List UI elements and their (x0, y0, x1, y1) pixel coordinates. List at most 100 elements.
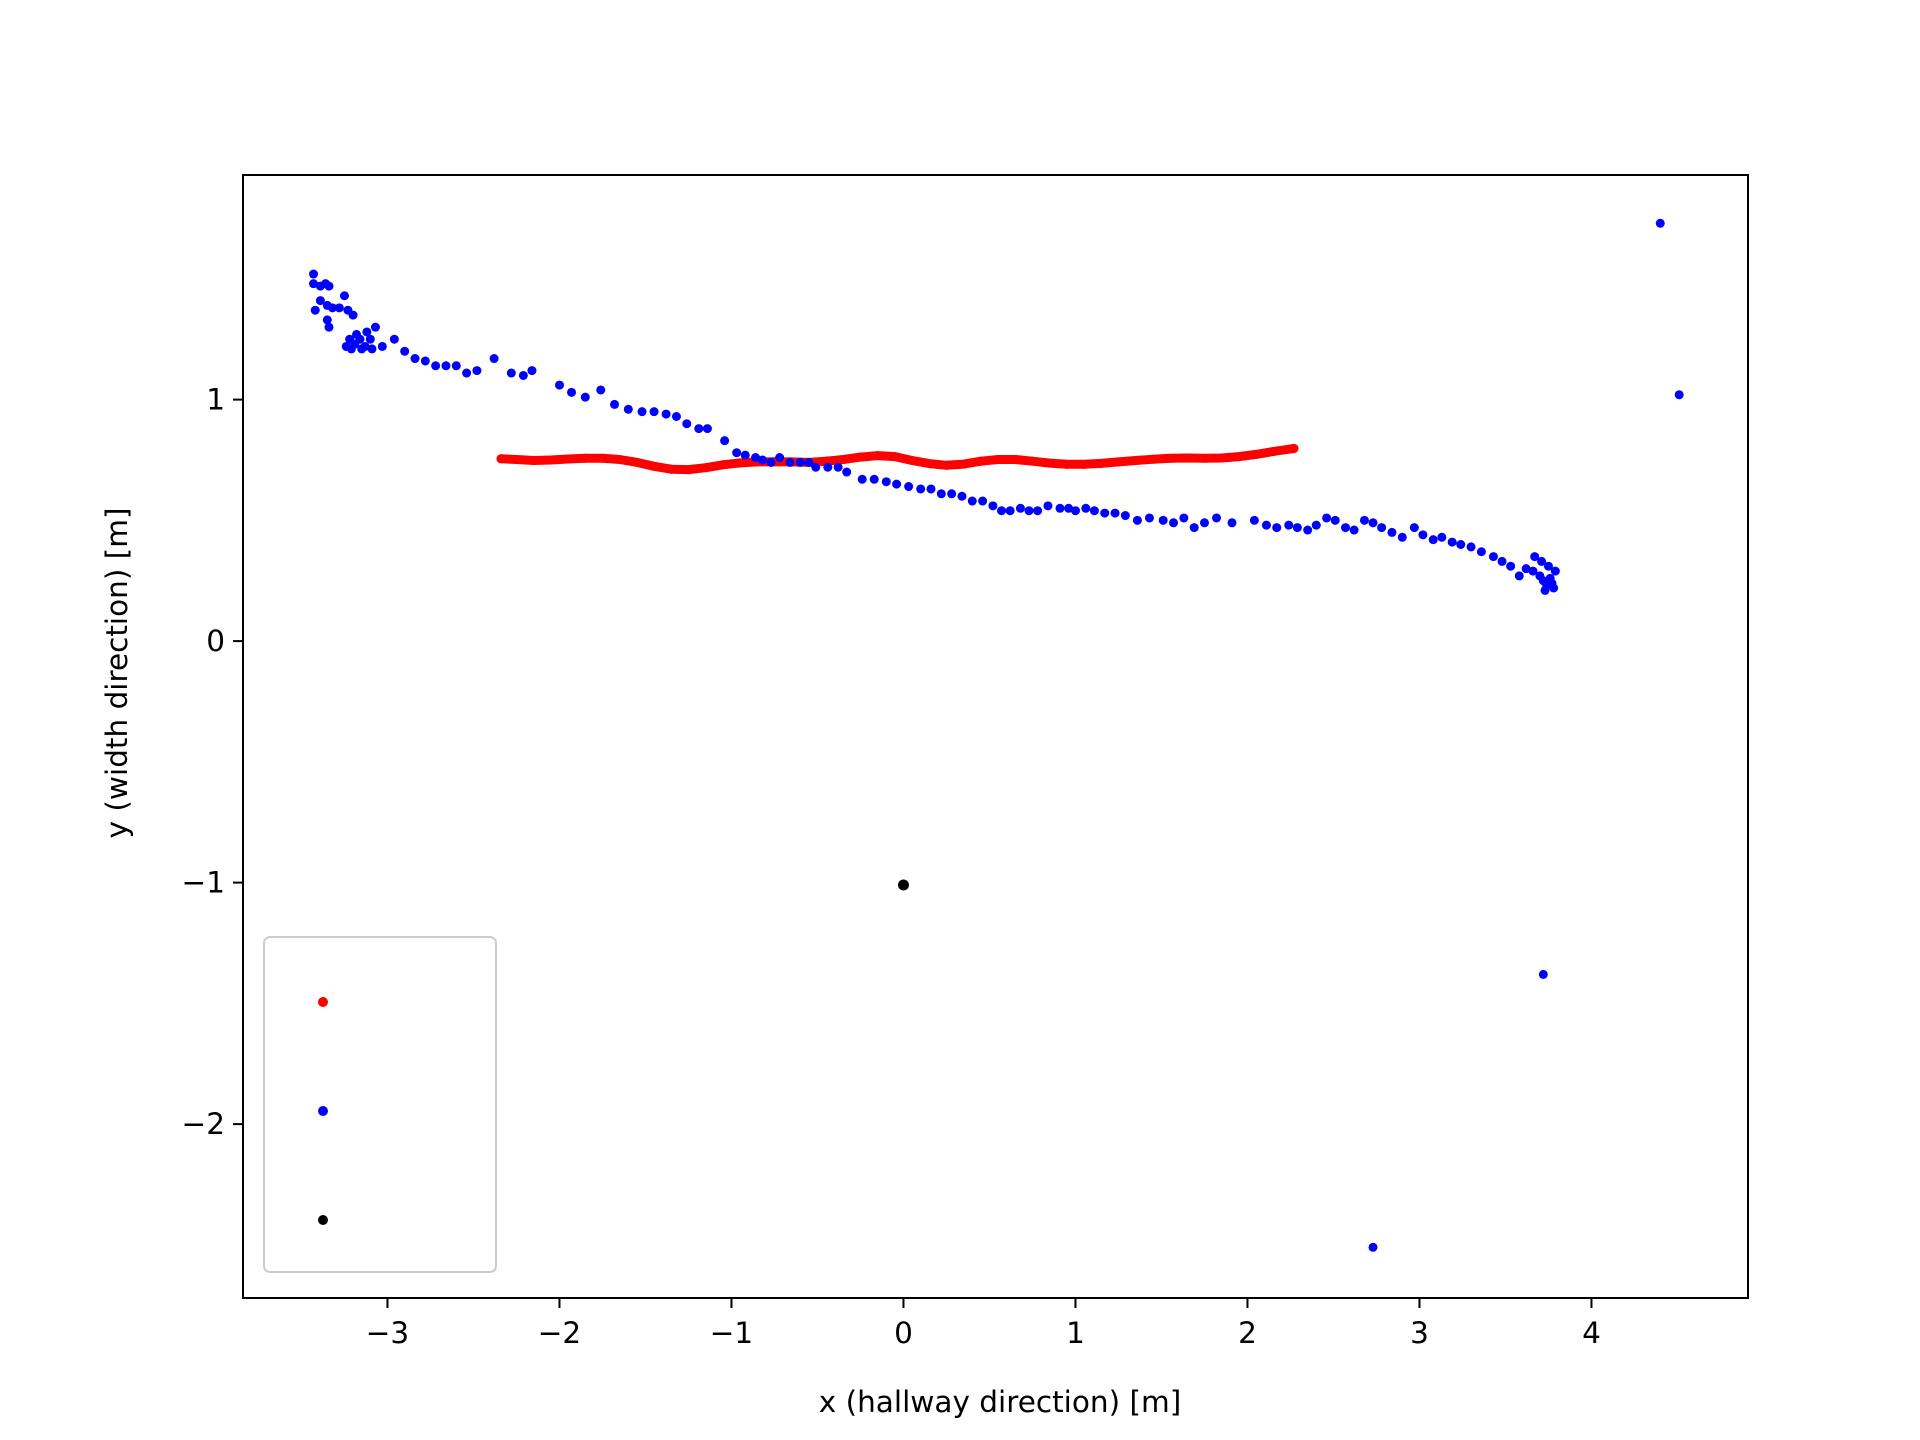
series-0-point-32 (1045, 458, 1055, 468)
series-1-point-60 (775, 453, 785, 463)
series-1-point-34 (451, 361, 461, 371)
series-1-point-20 (355, 334, 365, 344)
series-1-point-108 (1292, 523, 1302, 533)
series-1-point-25 (367, 344, 377, 354)
x-tick-label-0: −3 (366, 1316, 410, 1350)
x-axis-label: x (hallway direction) [m] (819, 1385, 1181, 1419)
series-1-point-54 (720, 436, 730, 446)
series-1-point-71 (892, 479, 902, 489)
x-tick-label-2: −1 (710, 1316, 754, 1350)
series-1-point-132 (1521, 564, 1531, 574)
series-1-point-51 (682, 419, 692, 429)
x-tick-label-7: 4 (1582, 1316, 1601, 1350)
series-1-point-113 (1341, 523, 1351, 533)
series-1-point-57 (751, 453, 761, 463)
series-0-point-9 (649, 461, 659, 471)
series-1-point-103 (1227, 518, 1237, 528)
series-0-point-12 (701, 463, 711, 473)
series-1-point-127 (1476, 547, 1486, 557)
series-1-point-125 (1456, 540, 1466, 550)
series-0-point-42 (1217, 453, 1227, 463)
series-1-point-74 (926, 484, 936, 494)
series-0-point-46 (1289, 443, 1299, 453)
series-1-point-128 (1488, 552, 1498, 562)
series-1-point-142 (1530, 552, 1540, 562)
series-1-point-84 (1024, 506, 1034, 516)
series-0-point-35 (1096, 458, 1106, 468)
series-1-point-35 (462, 368, 472, 378)
series-0-point-27 (959, 459, 969, 469)
series-1-point-73 (916, 484, 926, 494)
series-1-point-31 (420, 356, 430, 366)
legend-marker-2 (318, 1215, 328, 1225)
x-tick-label-1: −2 (538, 1316, 582, 1350)
series-1-point-139 (1550, 566, 1560, 576)
series-0-point-39 (1165, 453, 1175, 463)
series-0-point-37 (1131, 455, 1141, 465)
series-1-point-99 (1179, 513, 1189, 523)
series-1-point-63 (804, 457, 814, 467)
series-1-point-44 (596, 385, 606, 395)
series-0-point-6 (597, 453, 607, 463)
series-1-point-130 (1506, 561, 1516, 571)
series-1-point-87 (1055, 503, 1065, 513)
series-1-point-62 (795, 457, 805, 467)
series-0-point-36 (1113, 457, 1123, 467)
series-1-point-81 (997, 506, 1007, 516)
series-1-point-27 (377, 341, 387, 351)
series-0-point-4 (563, 454, 573, 464)
series-1-point-61 (785, 457, 795, 467)
series-1-point-144 (1547, 578, 1557, 588)
series-0-point-2 (529, 455, 539, 465)
series-1-point-22 (360, 341, 370, 351)
series-1-point-126 (1466, 542, 1476, 552)
series-1-point-38 (506, 368, 516, 378)
y-tick-label-1: −1 (182, 866, 226, 900)
series-1-point-89 (1070, 506, 1080, 516)
series-1-point-8 (327, 303, 337, 313)
series-1-point-42 (567, 387, 577, 397)
x-tick-label-6: 3 (1410, 1316, 1429, 1350)
series-1-point-94 (1120, 511, 1130, 521)
series-1-point-147 (1538, 969, 1548, 979)
series-1-point-100 (1189, 523, 1199, 533)
series-1-point-101 (1199, 518, 1209, 528)
series-0-point-29 (993, 454, 1003, 464)
series-1-point-120 (1409, 523, 1419, 533)
series-1-point-116 (1368, 518, 1378, 528)
series-1-point-52 (694, 424, 704, 434)
series-0-point-33 (1062, 459, 1072, 469)
series-1-point-47 (637, 407, 647, 417)
series-1-point-11 (324, 322, 334, 332)
series-1-point-102 (1212, 513, 1222, 523)
series-0-point-41 (1199, 453, 1209, 463)
series-1-point-0 (309, 269, 319, 279)
y-tick-label-3: 1 (206, 383, 225, 417)
series-1-point-86 (1043, 501, 1053, 511)
series-1-point-82 (1005, 506, 1015, 516)
series-1-point-79 (978, 496, 988, 506)
series-0-point-20 (838, 454, 848, 464)
series-1-point-75 (936, 489, 946, 499)
series-2-point-0 (897, 879, 909, 891)
series-0-point-1 (511, 454, 521, 464)
series-1-point-1 (309, 279, 319, 289)
series-1-point-66 (833, 462, 843, 472)
series-1-point-36 (472, 366, 482, 376)
series-0-point-45 (1268, 447, 1278, 457)
series-1-point-48 (649, 407, 659, 417)
series-1-point-4 (324, 281, 334, 291)
legend-marker-0 (318, 997, 328, 1007)
series-1-point-118 (1387, 527, 1397, 537)
series-1-point-95 (1132, 515, 1142, 525)
series-1-point-45 (610, 399, 620, 409)
series-0-point-22 (873, 451, 883, 461)
series-1-point-121 (1418, 530, 1428, 540)
series-1-point-39 (518, 370, 528, 380)
series-0-point-11 (683, 465, 693, 475)
series-1-point-14 (348, 310, 358, 320)
series-1-point-107 (1284, 520, 1294, 530)
series-1-point-112 (1330, 515, 1340, 525)
series-1-point-5 (310, 305, 320, 315)
series-0-point-3 (546, 455, 556, 465)
